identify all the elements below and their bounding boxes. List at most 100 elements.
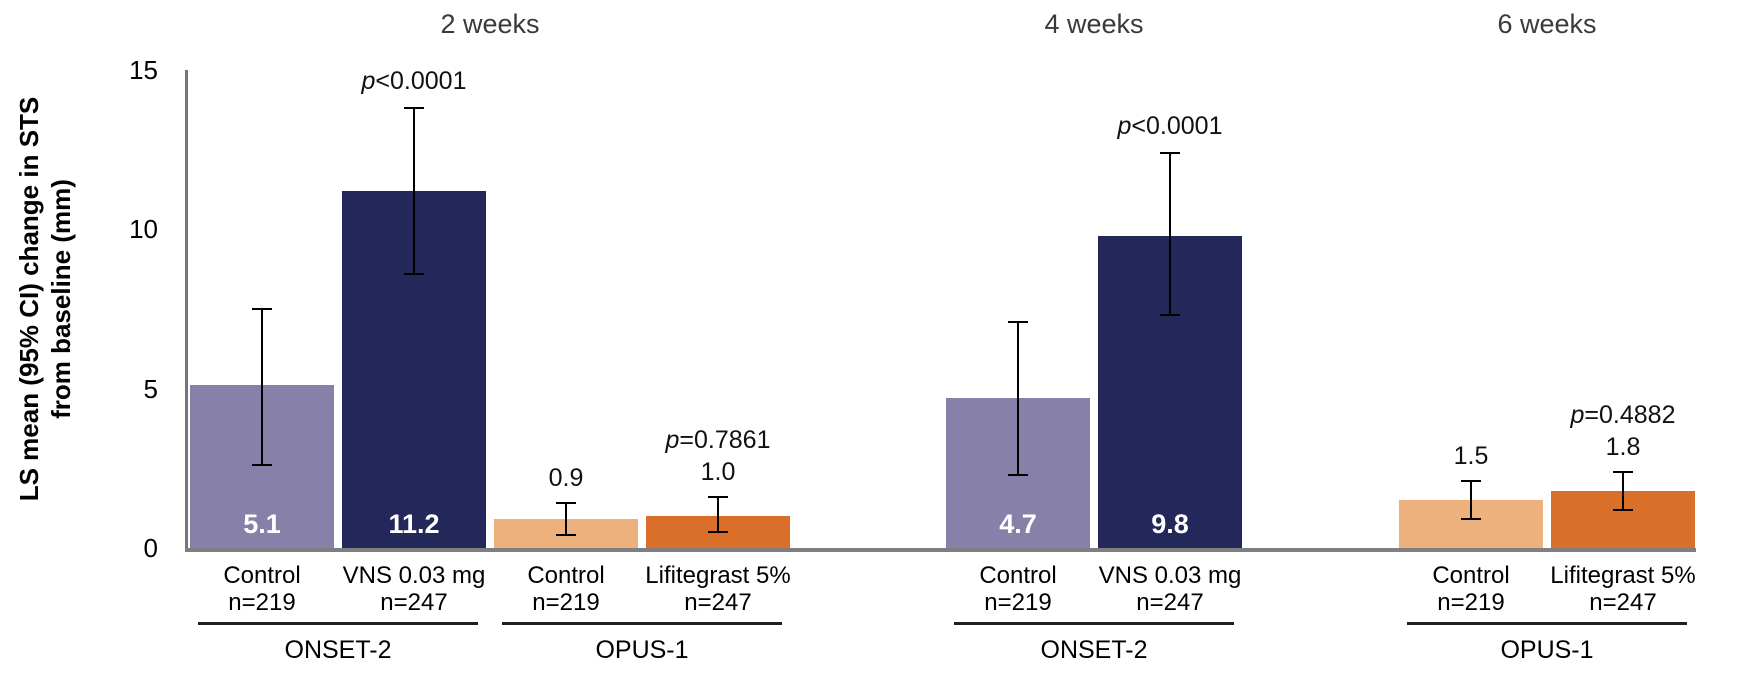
error-bar-cap-bottom (1461, 518, 1481, 521)
error-bar (717, 497, 719, 533)
error-bar (1622, 471, 1624, 510)
error-bar-cap-top (556, 502, 576, 505)
study-group: 5.1 Control n=219 11.2 p<0.0001 VNS 0.03 mg n=… (190, 0, 486, 684)
bar-value-label: 0.9 (548, 464, 584, 493)
error-bar (1470, 481, 1472, 520)
error-bar-cap-bottom (252, 464, 272, 467)
error-bar (261, 309, 263, 466)
timepoint-header: 4 weeks (1044, 9, 1144, 39)
arm-name-label: Control (979, 562, 1057, 589)
arm-n-label: n=219 (532, 589, 600, 616)
error-bar (1017, 321, 1019, 475)
study-name-label: ONSET-2 (284, 636, 392, 664)
bar-value-label: 5.1 (243, 509, 281, 539)
bar-slot: 11.2 p<0.0001 VNS 0.03 mg n=247 (342, 0, 486, 684)
arm-name-label: VNS 0.03 mg (1098, 562, 1242, 589)
study-name-label: OPUS-1 (595, 636, 689, 664)
p-value-prefix: p (1570, 400, 1585, 429)
study-underline (1407, 622, 1687, 625)
error-bar-cap-top (1160, 151, 1180, 154)
study-group: 4.7 Control n=219 9.8 p<0.0001 VNS 0.03 mg n=2… (946, 0, 1242, 684)
x-tick-label: Control n=219 (223, 562, 300, 616)
error-bar-cap-bottom (708, 531, 728, 534)
arm-n-label: n=247 (1589, 589, 1657, 616)
p-value-prefix: p (665, 426, 680, 455)
x-tick-label: Lifitegrast 5% n=247 (645, 562, 790, 616)
bar-slot: 9.8 p<0.0001 VNS 0.03 mg n=247 (1098, 0, 1242, 684)
p-value-text: <0.0001 (375, 67, 467, 96)
arm-name-label: Control (527, 562, 605, 589)
arm-n-label: n=247 (1136, 589, 1204, 616)
arm-n-label: n=247 (380, 589, 448, 616)
error-bar (565, 503, 567, 536)
p-value-label: p<0.0001 (342, 67, 486, 96)
bar-value-label: 11.2 (388, 509, 440, 539)
y-tick-label-10: 10 (129, 214, 158, 245)
p-value-prefix: p (1117, 111, 1132, 140)
bar-value-label: 9.8 (1151, 509, 1189, 539)
study-underline (198, 622, 478, 625)
bar-value-label: 1.8 (1605, 432, 1641, 461)
x-tick-label: Control n=219 (527, 562, 604, 616)
bar-value-label: 1.5 (1453, 442, 1489, 471)
error-bar-cap-top (404, 107, 424, 110)
x-tick-label: Control n=219 (1432, 562, 1509, 616)
error-bar-cap-top (1008, 320, 1028, 323)
y-axis-title-line1: LS mean (95% CI) change in STS (14, 96, 44, 502)
bar-value-label: 4.7 (999, 509, 1037, 539)
arm-n-label: n=219 (228, 589, 296, 616)
y-axis-line (185, 70, 188, 550)
bar-slot: 5.1 Control n=219 (190, 0, 334, 684)
study-name-label: ONSET-2 (1040, 636, 1148, 664)
bar-value-label: 1.0 (700, 458, 736, 487)
p-value-text: <0.0001 (1131, 111, 1223, 140)
bar-slot: 0.9 Control n=219 (494, 0, 638, 684)
bar-slot: 1.8 p=0.4882 Lifitegrast 5% n=247 (1550, 0, 1695, 684)
y-tick-label-15: 15 (129, 55, 158, 85)
arm-n-label: n=219 (984, 589, 1052, 616)
arm-n-label: n=219 (1437, 589, 1505, 616)
arm-name-label: Lifitegrast 5% (1550, 562, 1696, 589)
arm-n-label: n=247 (684, 589, 752, 616)
error-bar-cap-bottom (404, 272, 424, 275)
error-bar-cap-top (1461, 480, 1481, 483)
y-axis-title-line2: from baseline (mm) (46, 179, 76, 419)
p-value-text: =0.7861 (679, 426, 771, 455)
p-value-text: =0.4882 (1584, 400, 1676, 429)
bar-slot: 1.5 Control n=219 (1399, 0, 1543, 684)
arm-name-label: Control (223, 562, 301, 589)
arm-name-label: Control (1432, 562, 1510, 589)
y-axis-title: LS mean (95% CI) change in STS from base… (13, 49, 79, 549)
timepoint-header: 6 weeks (1497, 9, 1597, 39)
x-tick-label: VNS 0.03 mg n=247 (343, 562, 486, 616)
study-underline (502, 622, 782, 625)
error-bar-cap-top (252, 308, 272, 310)
y-tick-label-5: 5 (143, 373, 158, 404)
x-tick-label: VNS 0.03 mg n=247 (1099, 562, 1242, 616)
study-group: 1.5 Control n=219 1.8 p=0.4882 Lifitegrast 5%… (1399, 0, 1696, 684)
p-value-label: p=0.7861 (646, 426, 790, 455)
bar-slot: 1.0 p=0.7861 Lifitegrast 5% n=247 (645, 0, 790, 684)
error-bar-cap-bottom (1008, 473, 1028, 476)
arm-name-label: VNS 0.03 mg (342, 562, 486, 589)
study-name-label: OPUS-1 (1500, 636, 1594, 664)
error-bar-cap-top (1613, 470, 1633, 473)
study-underline (954, 622, 1234, 625)
bar-slot: 4.7 Control n=219 (946, 0, 1090, 684)
error-bar-cap-bottom (1613, 508, 1633, 511)
error-bar (413, 108, 415, 274)
p-value-prefix: p (361, 67, 376, 96)
study-group: 0.9 Control n=219 1.0 p=0.7861 Lifitegrast 5%… (494, 0, 791, 684)
error-bar (1169, 152, 1171, 316)
arm-name-label: Lifitegrast 5% (645, 562, 791, 589)
y-tick-label-0: 0 (143, 533, 158, 563)
p-value-label: p<0.0001 (1098, 112, 1242, 141)
error-bar-cap-bottom (556, 534, 576, 537)
timepoint-header: 2 weeks (440, 9, 540, 39)
p-value-label: p=0.4882 (1551, 401, 1695, 430)
x-axis-baseline (185, 548, 1696, 552)
error-bar-cap-top (708, 496, 728, 499)
x-tick-label: Control n=219 (979, 562, 1056, 616)
x-tick-label: Lifitegrast 5% n=247 (1550, 562, 1695, 616)
